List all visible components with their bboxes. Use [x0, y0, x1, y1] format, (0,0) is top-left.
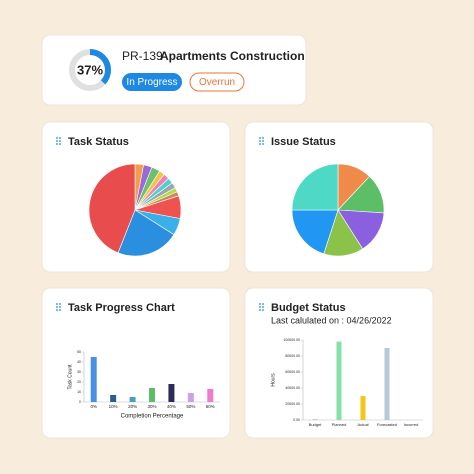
drag-handle-dot	[259, 137, 261, 139]
drag-handle-dot	[59, 143, 61, 145]
x-tick-label: 40%	[167, 404, 176, 409]
bar	[187, 393, 194, 402]
y-tick-label: 0	[79, 400, 81, 404]
drag-handle-dot	[56, 306, 58, 308]
drag-handle-dot	[262, 140, 264, 142]
x-tick-label: Budget	[309, 422, 323, 427]
drag-handle-dot	[262, 309, 264, 311]
x-tick-label: 20%	[128, 404, 137, 409]
chart-title: Task Progress Chart	[68, 302, 175, 314]
drag-handle-dot	[59, 137, 61, 139]
x-axis-label: Completion Percentage	[121, 414, 184, 420]
drag-handle-dot	[259, 309, 261, 311]
status-pill[interactable]	[122, 73, 182, 91]
bar	[168, 384, 175, 402]
chart-title: Issue Status	[271, 136, 336, 148]
y-axis-label: Task Count	[67, 364, 73, 390]
x-tick-label: 0%	[90, 404, 97, 409]
flag-text[interactable]: Overrun	[199, 77, 235, 88]
drag-handle-dot	[262, 303, 264, 305]
drag-handle-dot	[56, 309, 58, 311]
x-tick-label: 10%	[109, 404, 118, 409]
x-tick-label: 50%	[186, 404, 195, 409]
pie-slice	[88, 163, 136, 254]
drag-handle-dot	[59, 306, 61, 308]
flag-pill[interactable]	[189, 72, 245, 92]
bar	[336, 341, 342, 420]
drag-handle-dot	[59, 303, 61, 305]
chart-card	[41, 287, 231, 439]
chart-subtitle: Last calulated on : 04/26/2022	[271, 315, 392, 325]
y-tick-label: 80000.00	[285, 354, 300, 358]
drag-handle-dot	[259, 143, 261, 145]
drag-handle-dot	[259, 303, 261, 305]
drag-handle-dot	[59, 140, 61, 142]
y-tick-label: 30	[77, 370, 81, 374]
drag-handle-dot	[56, 303, 58, 305]
y-tick-label: 20	[77, 380, 81, 384]
bar	[110, 395, 117, 402]
drag-handle-dot	[262, 137, 264, 139]
pie-slice	[291, 163, 339, 211]
x-tick-label: 30%	[147, 404, 156, 409]
drag-handle-dot	[262, 143, 264, 145]
y-tick-label: 10	[77, 390, 81, 394]
bar	[360, 396, 366, 420]
x-tick-label: Actual	[357, 422, 368, 427]
drag-handle-dot	[259, 306, 261, 308]
bar	[90, 357, 97, 402]
status-text[interactable]: In Progress	[126, 77, 177, 88]
drag-handle-dot	[262, 306, 264, 308]
y-tick-label: 50	[77, 350, 81, 354]
progress-label: 37%	[77, 62, 103, 77]
y-tick-label: 40	[77, 360, 81, 364]
bar	[384, 348, 390, 420]
project-title: Apartments Construction	[160, 49, 305, 63]
progress-arc	[69, 49, 111, 91]
x-tick-label: 60%	[206, 404, 215, 409]
drag-handle-dot	[56, 143, 58, 145]
bar	[149, 388, 155, 402]
drag-handle-dot	[259, 140, 261, 142]
y-tick-label: 40000.00	[285, 386, 300, 390]
x-tick-label: Planned	[332, 422, 347, 427]
x-tick-label: Forecasted	[377, 422, 397, 427]
x-tick-label: Incurred	[404, 422, 419, 427]
bar	[207, 389, 214, 402]
y-tick-label: 60000.00	[285, 370, 300, 374]
chart-title: Task Status	[68, 136, 129, 148]
y-axis-label: Hours	[270, 373, 276, 387]
y-tick-label: 0.00	[293, 418, 300, 422]
y-tick-label: 20000.00	[285, 402, 300, 406]
y-tick-label: 100000.00	[283, 338, 300, 342]
pie-slice	[117, 209, 175, 257]
pie-slice	[291, 209, 339, 255]
chart-title: Budget Status	[271, 302, 346, 314]
drag-handle-dot	[56, 137, 58, 139]
drag-handle-dot	[56, 140, 58, 142]
bar	[129, 397, 136, 402]
drag-handle-dot	[59, 309, 61, 311]
project-code: PR-139	[122, 49, 163, 63]
